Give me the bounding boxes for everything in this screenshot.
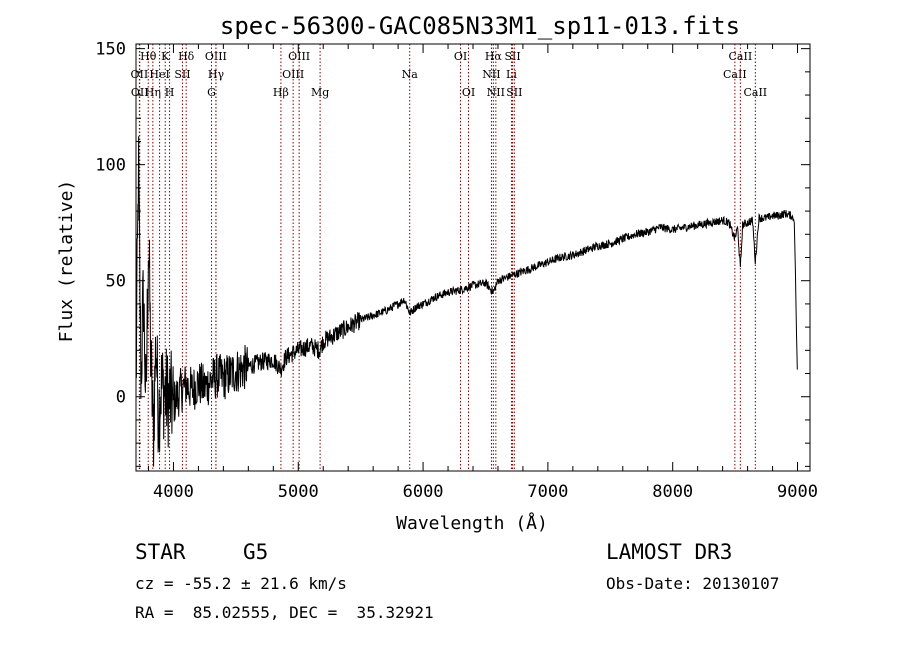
x-tick-label: 6000	[403, 482, 444, 502]
line-label: SII	[174, 68, 190, 81]
x-tick-label: 5000	[278, 482, 319, 502]
line-label: Hγ	[208, 68, 225, 81]
line-label: H	[165, 86, 175, 99]
line-label: OIII	[282, 68, 304, 81]
line-label: OII	[131, 86, 149, 99]
line-label: Hη	[145, 86, 161, 99]
line-label: Mg	[311, 86, 329, 99]
y-axis-label: Flux (relative)	[56, 180, 77, 343]
line-label: Hα	[485, 50, 503, 63]
chart-title: spec-56300-GAC085N33M1_sp11-013.fits	[220, 12, 740, 40]
spectral-lines-layer: OII OII Hθ Hη HeI K H SII Hδ G OIII Hγ Hβ OIII OIII Mg N…	[131, 44, 767, 471]
line-label: OII	[131, 68, 149, 81]
line-label: NII	[482, 68, 500, 81]
line-label: G	[207, 86, 216, 99]
line-label: HeI	[149, 68, 169, 81]
line-label: Hθ	[140, 50, 157, 63]
line-label: OI	[462, 86, 475, 99]
line-label: NII	[487, 86, 505, 99]
axes-layer: 4000 5000 6000 7000 8000 9000 0 50 100 150	[95, 40, 818, 502]
line-label: OI	[454, 50, 467, 63]
line-label: OIII	[205, 50, 227, 63]
x-tick-label: 7000	[527, 482, 568, 502]
line-label: CaII	[743, 86, 767, 99]
x-tick-label: 9000	[777, 482, 818, 502]
y-tick-label: 0	[116, 388, 126, 408]
object-class: STAR	[135, 540, 186, 564]
line-label: CaII	[723, 68, 747, 81]
line-label: OIII	[288, 50, 310, 63]
line-label: Hδ	[178, 50, 195, 63]
coordinates: RA = 85.02555, DEC = 35.32921	[135, 603, 434, 622]
y-tick-label: 50	[106, 272, 126, 292]
line-label: Hβ	[273, 86, 289, 99]
spectrum-line	[135, 136, 798, 467]
y-tick-label: 100	[95, 156, 126, 176]
line-label: SII	[506, 86, 522, 99]
line-label: Li	[506, 68, 517, 81]
line-label: Na	[402, 68, 419, 81]
y-tick-label: 150	[95, 40, 126, 60]
line-label: CaII	[729, 50, 753, 63]
x-tick-label: 4000	[153, 482, 194, 502]
x-tick-label: 8000	[652, 482, 693, 502]
spectrum-series-layer	[135, 136, 798, 467]
obs-date: Obs-Date: 20130107	[606, 574, 780, 593]
plot-frame	[135, 43, 811, 472]
line-label: SII	[504, 50, 520, 63]
x-axis-label: Wavelength (Å)	[396, 512, 548, 534]
object-subclass: G5	[243, 540, 269, 564]
survey-name: LAMOST DR3	[606, 540, 733, 564]
redshift-text: cz = -55.2 ± 21.6 km/s	[135, 574, 347, 593]
line-label: K	[161, 50, 170, 63]
